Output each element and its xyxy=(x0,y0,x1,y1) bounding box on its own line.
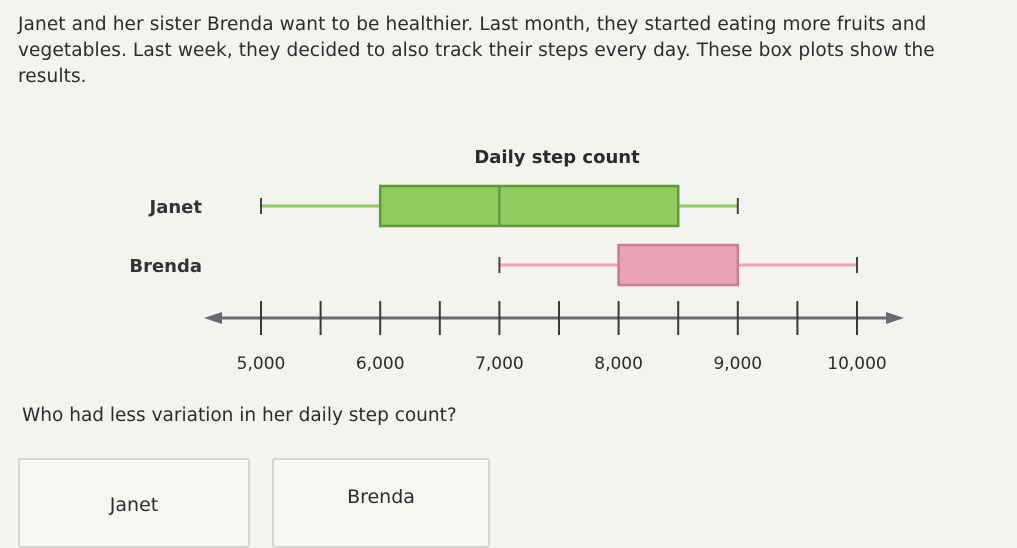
box-plot-janet: Janet xyxy=(148,184,739,228)
iqr-box xyxy=(378,184,680,228)
answer-brenda-button[interactable]: Brenda xyxy=(272,458,490,548)
box-plot-brenda: Brenda xyxy=(129,243,858,287)
series-label-janet: Janet xyxy=(148,197,203,218)
axis-arrow-right xyxy=(886,312,904,324)
tick-label: 10,000 xyxy=(827,354,886,374)
series-label-brenda: Brenda xyxy=(129,256,202,277)
tick-label: 9,000 xyxy=(713,354,762,374)
tick-label: 8,000 xyxy=(594,354,643,374)
axis-arrow-left xyxy=(204,312,222,324)
tick-label: 7,000 xyxy=(475,354,524,374)
tick-label: 6,000 xyxy=(356,354,405,374)
box-plots-group: Janet Brenda xyxy=(129,184,858,287)
tick-label: 5,000 xyxy=(237,354,286,374)
question-text: Who had less variation in her daily step… xyxy=(22,405,457,426)
chart-title: Daily step count xyxy=(474,147,640,168)
number-line-axis: 5,000 6,000 7,000 8,000 9,000 10,000 xyxy=(204,301,904,374)
intro-text: Janet and her sister Brenda want to be h… xyxy=(18,14,935,87)
iqr-box xyxy=(617,243,740,287)
answer-janet-button[interactable]: Janet xyxy=(18,458,250,548)
